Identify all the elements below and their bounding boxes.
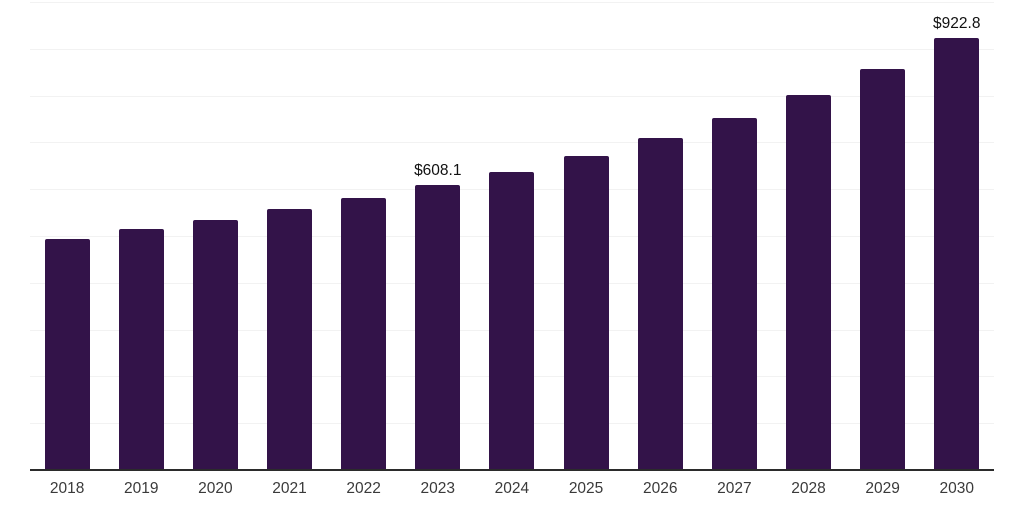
x-tick-label-2029: 2029 — [865, 480, 900, 497]
bar-slot-2019 — [104, 2, 178, 470]
bar-2027 — [711, 117, 757, 470]
data-label-2023: $608.1 — [414, 162, 462, 180]
bar-slot-2029 — [846, 2, 920, 470]
bar-2030 — [934, 38, 980, 470]
x-tick-label-2019: 2019 — [123, 480, 159, 497]
bar-2024 — [489, 171, 535, 470]
gridline — [30, 2, 994, 3]
x-tick-label-2026: 2026 — [642, 480, 678, 497]
x-tick-label-2020: 2020 — [198, 480, 233, 497]
x-tick-label-2022: 2022 — [346, 480, 381, 497]
x-tick-label-2030: 2030 — [939, 480, 974, 497]
x-tick-label-2024: 2024 — [494, 480, 530, 497]
bar-2018 — [44, 239, 90, 470]
bar-2019 — [118, 228, 164, 470]
bars-row: $608.1 $922.8 — [30, 2, 994, 470]
x-axis-line — [30, 469, 994, 471]
bar-slot-2028 — [771, 2, 845, 470]
bar-2023 — [415, 185, 461, 470]
plot-area: $608.1 $922.8 — [30, 2, 994, 470]
bar-slot-2024 — [475, 2, 549, 470]
bar-2029 — [860, 69, 906, 470]
bar-slot-2027 — [697, 2, 771, 470]
bar-2026 — [637, 137, 683, 470]
bar-2021 — [266, 209, 312, 470]
bar-2022 — [341, 197, 387, 470]
data-label-2030: $922.8 — [933, 15, 981, 33]
bar-slot-2020 — [178, 2, 252, 470]
bar-2028 — [785, 95, 831, 470]
bar-slot-2023: $608.1 — [401, 2, 475, 470]
bar-slot-2025 — [549, 2, 623, 470]
bar-2020 — [192, 220, 238, 470]
bar-slot-2026 — [623, 2, 697, 470]
x-tick-label-2025: 2025 — [568, 480, 604, 497]
x-tick-label-2018: 2018 — [49, 480, 85, 497]
bar-2025 — [563, 155, 609, 470]
bar-slot-2021 — [252, 2, 326, 470]
x-tick-label-2023: 2023 — [420, 480, 456, 497]
bar-slot-2030: $922.8 — [920, 2, 994, 470]
bar-slot-2022 — [327, 2, 401, 470]
gridline — [30, 95, 994, 97]
x-tick-label-2021: 2021 — [272, 480, 307, 497]
x-axis-labels: 2018 2019 2020 2021 2022 2023 2024 2025 2026 2027… — [30, 480, 994, 498]
x-tick-label-2028: 2028 — [791, 480, 826, 497]
x-tick-label-2027: 2027 — [717, 480, 752, 497]
gridline — [30, 142, 994, 144]
gridline — [30, 48, 994, 50]
bar-slot-2018 — [30, 2, 104, 470]
